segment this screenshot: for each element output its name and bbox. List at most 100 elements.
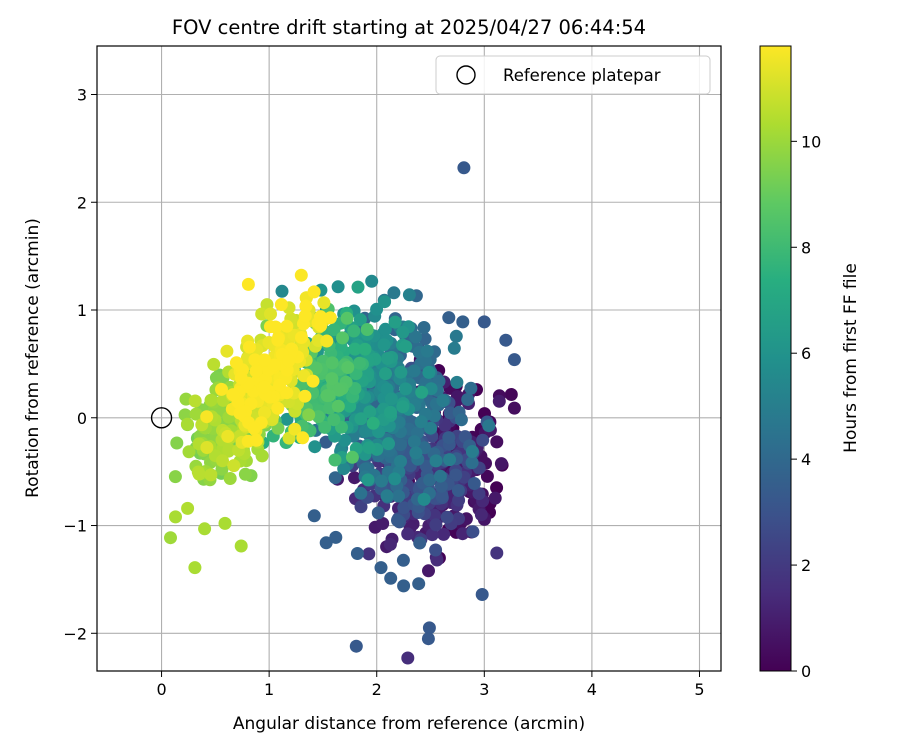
reference-platepar-marker: [150, 407, 173, 429]
scatter-point: [380, 382, 394, 396]
scatter-point: [424, 421, 438, 435]
scatter-point: [314, 310, 327, 324]
scatter-point: [396, 400, 410, 414]
scatter-point: [258, 353, 272, 367]
scatter-point: [332, 383, 346, 397]
scatter-point: [220, 344, 234, 358]
scatter-point: [331, 280, 345, 294]
scatter-point: [349, 639, 363, 653]
scatter-point: [422, 365, 436, 379]
scatter-point: [360, 323, 374, 336]
scatter-point: [461, 393, 475, 406]
scatter-point: [396, 553, 410, 567]
scatter-point: [169, 510, 182, 524]
legend-box: [435, 55, 711, 95]
x-tick-label: 5: [694, 680, 704, 699]
scatter-point: [488, 491, 502, 505]
scatter-point: [318, 420, 332, 434]
scatter-point: [250, 433, 263, 447]
scatter-point: [168, 470, 182, 484]
scatter-point: [397, 501, 411, 515]
scatter-point: [353, 356, 366, 370]
y-tick-label: −2: [63, 624, 87, 643]
scatter-point: [336, 331, 349, 345]
scatter-point: [347, 324, 361, 338]
scatter-point: [234, 371, 248, 385]
scatter-point: [258, 380, 271, 394]
x-tick-label: 0: [156, 680, 166, 699]
scatter-point: [434, 479, 448, 493]
scatter-point: [204, 468, 218, 482]
scatter-point: [422, 621, 436, 635]
scatter-point: [451, 484, 465, 497]
legend-marker-icon: [456, 65, 476, 85]
scatter-point: [267, 358, 281, 372]
colorbar: 0 2 4 6 8 10 Hours from first FF file: [759, 45, 861, 681]
colorbar-tick-label: 8: [801, 238, 811, 257]
scatter-point: [350, 547, 364, 560]
scatter-point: [164, 531, 177, 545]
scatter-point: [433, 469, 447, 483]
scatter-point: [258, 406, 272, 420]
scatter-point: [381, 352, 395, 365]
scatter-point: [317, 296, 331, 310]
scatter-point: [482, 419, 496, 433]
scatter-point: [198, 522, 212, 536]
scatter-point: [401, 527, 415, 541]
scatter-point: [409, 330, 422, 344]
scatter-point: [268, 320, 282, 334]
scatter-point: [288, 422, 302, 436]
scatter-point: [361, 473, 375, 487]
y-tick-label: −1: [63, 517, 87, 536]
scatter-point: [423, 473, 437, 487]
scatter-point: [376, 517, 390, 530]
scatter-point: [180, 417, 194, 431]
scatter-point: [430, 553, 444, 567]
scatter-point: [394, 365, 408, 379]
scatter-point: [366, 416, 380, 430]
scatter-point: [222, 443, 236, 456]
scatter-point: [308, 440, 322, 454]
scatter-point: [306, 374, 320, 388]
scatter-point: [417, 492, 431, 506]
scatter-point: [384, 392, 398, 406]
scatter-point: [388, 315, 402, 329]
scatter-point: [454, 413, 468, 427]
scatter-point: [383, 537, 397, 551]
scatter-point: [394, 454, 407, 468]
scatter-point: [474, 508, 488, 522]
scatter-point: [274, 298, 288, 311]
x-tick-label: 3: [479, 680, 489, 699]
scatter-point: [328, 453, 342, 467]
scatter-point: [325, 372, 339, 386]
scatter-point: [377, 338, 391, 352]
scatter-point: [327, 323, 341, 337]
y-tick-label: 0: [77, 409, 87, 428]
scatter-point: [375, 474, 388, 488]
scatter-point: [440, 510, 454, 524]
scatter-point: [394, 438, 407, 452]
scatter-point: [299, 299, 313, 313]
scatter-point: [399, 340, 413, 353]
scatter-point: [399, 382, 413, 396]
scatter-point: [465, 445, 479, 458]
colorbar-gradient: [759, 45, 792, 672]
scatter-point: [429, 518, 443, 532]
scatter-point: [234, 539, 248, 553]
scatter-point: [387, 286, 401, 300]
scatter-point: [273, 378, 286, 392]
scatter-point: [294, 268, 308, 282]
scatter-point: [490, 481, 504, 495]
scatter-point: [384, 405, 397, 419]
scatter-point: [227, 459, 241, 473]
scatter-point: [233, 406, 247, 420]
scatter-point: [436, 394, 450, 408]
colorbar-tick-label: 0: [801, 662, 811, 681]
scatter-point: [429, 543, 443, 557]
scatter-point: [396, 325, 410, 339]
scatter-point: [464, 381, 478, 395]
scatter-point: [181, 501, 195, 515]
scatter-point: [452, 493, 466, 507]
chart-title: FOV centre drift starting at 2025/04/27 …: [172, 16, 646, 39]
